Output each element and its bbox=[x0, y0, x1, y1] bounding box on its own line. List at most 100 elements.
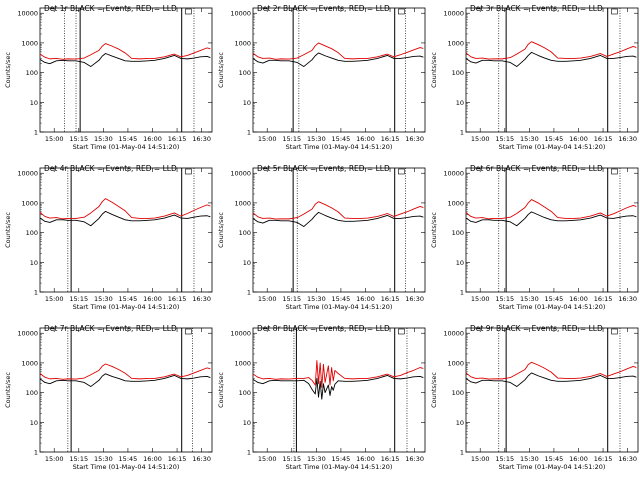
saa-box bbox=[611, 168, 618, 175]
x-tick-label: 16:30 bbox=[405, 135, 424, 143]
x-tick-label: 15:15 bbox=[282, 135, 301, 143]
detector-panel-1r: Det 1r BLACK = Events, RED = LLD 1 10 100 10… bbox=[4, 4, 213, 151]
y-tick-label: 100 bbox=[452, 69, 464, 77]
saa-box bbox=[185, 8, 192, 15]
x-axis-label: Start Time (01-May-04 14:51:20) bbox=[286, 463, 393, 471]
x-tick-label: 15:45 bbox=[332, 295, 351, 303]
y-tick-label: 10 bbox=[243, 99, 251, 107]
x-tick-label: 16:15 bbox=[168, 295, 187, 303]
x-tick-label: 15:15 bbox=[282, 455, 301, 463]
y-tick-label: 10 bbox=[456, 259, 464, 267]
x-tick-label: 16:30 bbox=[192, 295, 211, 303]
detector-panel-9r: Det 9r BLACK = Events, RED = LLD 1 10 100 10… bbox=[430, 324, 639, 471]
y-axis-label: Counts/sec bbox=[4, 212, 12, 248]
detector-panel-2r: Det 2r BLACK = Events, RED = LLD 1 10 100 10… bbox=[217, 4, 426, 151]
y-axis-label: Counts/sec bbox=[4, 372, 12, 408]
events-rate-line bbox=[465, 211, 637, 227]
detector-panel-5r: Det 5r BLACK = Events, RED = LLD 1 10 100 10… bbox=[217, 164, 426, 311]
x-tick-label: 15:00 bbox=[258, 295, 277, 303]
x-tick-label: 15:30 bbox=[520, 295, 539, 303]
y-tick-label: 10000 bbox=[17, 170, 38, 178]
x-tick-label: 15:00 bbox=[471, 295, 490, 303]
y-tick-label: 10000 bbox=[443, 10, 464, 18]
y-tick-label: 10 bbox=[243, 259, 251, 267]
y-tick-label: 10 bbox=[456, 99, 464, 107]
x-tick-label: 15:00 bbox=[45, 295, 64, 303]
x-tick-label: 15:30 bbox=[94, 135, 113, 143]
y-tick-label: 100 bbox=[26, 229, 38, 237]
events-rate-line bbox=[39, 373, 211, 387]
saa-box bbox=[611, 328, 618, 335]
y-tick-label: 100 bbox=[452, 229, 464, 237]
plot-frame bbox=[39, 327, 213, 453]
panel-title: Det 3r BLACK = Events, RED = LLD bbox=[470, 4, 603, 13]
plot-frame bbox=[39, 167, 213, 293]
y-tick-label: 1000 bbox=[21, 199, 38, 207]
plot-frame bbox=[252, 7, 426, 133]
panel-title: Det 4r BLACK = Events, RED = LLD bbox=[44, 164, 177, 173]
x-axis-label: Start Time (01-May-04 14:51:20) bbox=[286, 143, 393, 151]
x-tick-label: 15:00 bbox=[45, 135, 64, 143]
lld-rate-line bbox=[39, 363, 211, 380]
y-tick-label: 10000 bbox=[443, 170, 464, 178]
y-axis-label: Counts/sec bbox=[430, 372, 438, 408]
y-tick-label: 10000 bbox=[17, 330, 38, 338]
x-tick-label: 16:00 bbox=[356, 295, 375, 303]
x-axis-label: Start Time (01-May-04 14:51:20) bbox=[286, 303, 393, 311]
x-tick-label: 16:30 bbox=[192, 455, 211, 463]
y-tick-label: 1 bbox=[460, 129, 464, 137]
y-tick-label: 1 bbox=[247, 289, 251, 297]
y-tick-label: 1 bbox=[34, 289, 38, 297]
x-axis-label: Start Time (01-May-04 14:51:20) bbox=[499, 463, 606, 471]
y-tick-label: 10 bbox=[456, 419, 464, 427]
y-axis-label: Counts/sec bbox=[217, 372, 225, 408]
lld-rate-line bbox=[252, 42, 424, 60]
x-tick-label: 15:45 bbox=[545, 455, 564, 463]
x-tick-label: 15:15 bbox=[69, 295, 88, 303]
y-tick-label: 100 bbox=[452, 389, 464, 397]
y-tick-label: 10 bbox=[30, 259, 38, 267]
x-tick-label: 15:30 bbox=[520, 135, 539, 143]
x-axis-label: Start Time (01-May-04 14:51:20) bbox=[73, 143, 180, 151]
x-axis-label: Start Time (01-May-04 14:51:20) bbox=[73, 303, 180, 311]
y-tick-label: 1000 bbox=[447, 359, 464, 367]
panel-title: Det 5r BLACK = Events, RED = LLD bbox=[257, 164, 390, 173]
x-tick-label: 15:15 bbox=[282, 295, 301, 303]
y-tick-label: 10000 bbox=[230, 10, 251, 18]
saa-box bbox=[398, 8, 405, 15]
x-tick-label: 15:00 bbox=[258, 135, 277, 143]
y-tick-label: 1 bbox=[34, 129, 38, 137]
x-tick-label: 16:15 bbox=[381, 455, 400, 463]
y-tick-label: 10000 bbox=[230, 170, 251, 178]
x-tick-label: 15:00 bbox=[471, 455, 490, 463]
x-tick-label: 16:00 bbox=[356, 455, 375, 463]
saa-box bbox=[398, 168, 405, 175]
x-tick-label: 16:30 bbox=[192, 135, 211, 143]
y-tick-label: 1000 bbox=[234, 199, 251, 207]
y-tick-label: 1 bbox=[247, 129, 251, 137]
plot-frame bbox=[465, 167, 639, 293]
x-tick-label: 16:00 bbox=[356, 135, 375, 143]
x-tick-label: 15:45 bbox=[119, 455, 138, 463]
panel-title: Det 6r BLACK = Events, RED = LLD bbox=[470, 164, 603, 173]
x-tick-label: 15:30 bbox=[94, 455, 113, 463]
x-tick-label: 16:30 bbox=[618, 135, 637, 143]
x-tick-label: 16:00 bbox=[569, 295, 588, 303]
x-tick-label: 15:30 bbox=[94, 295, 113, 303]
y-tick-label: 100 bbox=[239, 69, 251, 77]
x-tick-label: 15:45 bbox=[545, 295, 564, 303]
events-rate-line bbox=[465, 51, 637, 68]
detector-panel-8r: Det 8r BLACK = Events, RED = LLD 1 10 100 10… bbox=[217, 324, 426, 471]
events-rate-line bbox=[465, 372, 637, 387]
x-tick-label: 16:15 bbox=[381, 295, 400, 303]
x-tick-label: 15:15 bbox=[69, 135, 88, 143]
saa-box bbox=[185, 328, 192, 335]
lld-rate-line bbox=[465, 199, 637, 220]
x-axis-label: Start Time (01-May-04 14:51:20) bbox=[73, 463, 180, 471]
panel-title: Det 8r BLACK = Events, RED = LLD bbox=[257, 324, 390, 333]
x-tick-label: 16:00 bbox=[569, 455, 588, 463]
lld-rate-line bbox=[465, 361, 637, 380]
x-tick-label: 16:15 bbox=[381, 135, 400, 143]
x-tick-label: 16:30 bbox=[405, 455, 424, 463]
events-rate-line bbox=[39, 210, 211, 227]
